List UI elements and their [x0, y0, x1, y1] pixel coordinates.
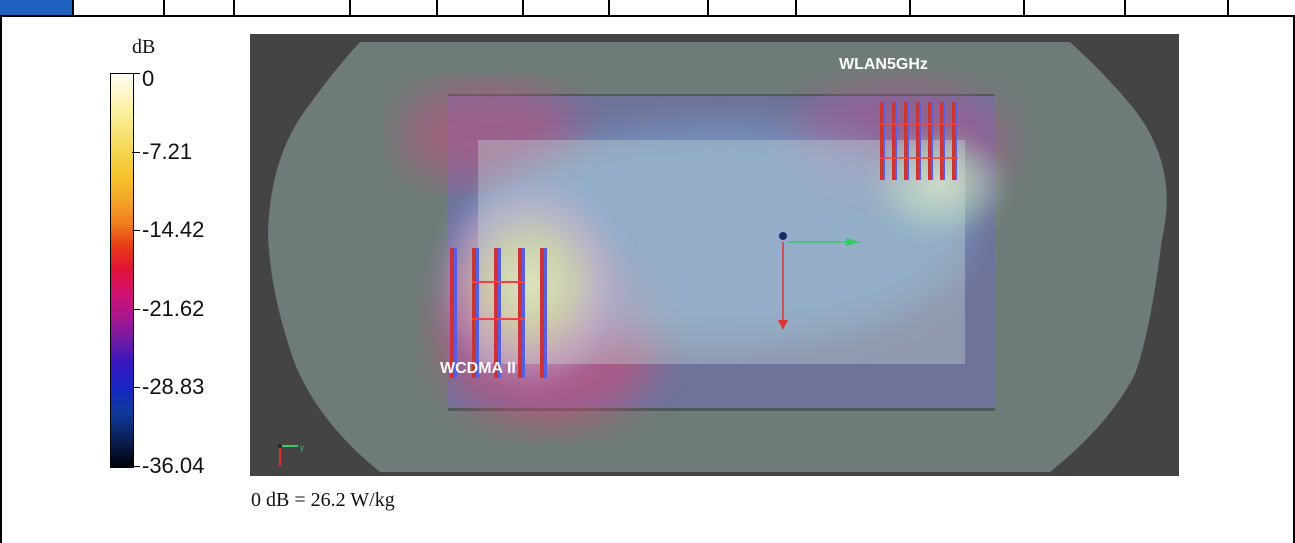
scale-tick-mark [132, 73, 140, 74]
reference-footnote: 0 dB = 26.2 W/kg [251, 489, 395, 511]
sar-distribution-plot: y WLAN5GHz WCDMA II [250, 34, 1179, 476]
scale-unit-label: dB [132, 36, 156, 58]
scale-tick-label: -14.42 [142, 217, 205, 243]
table-cell-divider [349, 0, 351, 15]
table-cell-divider [163, 0, 165, 15]
table-cell-divider [1023, 0, 1025, 15]
table-right-border [1293, 15, 1295, 543]
table-cell-divider [522, 0, 524, 15]
scale-tick-mark [132, 387, 140, 389]
table-cell-divider [909, 0, 911, 15]
table-cell-divider [795, 0, 797, 15]
svg-text:y: y [300, 443, 304, 452]
wcdma-antenna-elements [450, 248, 547, 378]
scale-tick-label: -7.21 [142, 138, 193, 164]
table-cell-divider [233, 0, 235, 15]
table-cell-divider [707, 0, 709, 15]
wcdma-antenna-label: WCDMA II [440, 360, 516, 377]
table-cell-divider [72, 0, 74, 15]
table-cell-divider [436, 0, 438, 15]
sar-field [400, 84, 1010, 424]
inner-board [478, 140, 965, 364]
scale-tick-label: -21.62 [142, 295, 205, 321]
table-cell-divider [608, 0, 610, 15]
table-header-accent [0, 0, 72, 15]
scale-tick-mark [132, 466, 140, 467]
scale-tick-label: -36.04 [142, 453, 205, 478]
scale-tick-mark [132, 151, 140, 153]
coordinate-axes [778, 232, 860, 330]
scale-tick-mark [132, 230, 140, 232]
scale-tick-label: 0 [142, 66, 155, 91]
orientation-axes-icon: y [278, 443, 304, 466]
table-left-border [0, 15, 2, 543]
scale-tick-mark [132, 308, 140, 310]
table-top-border [0, 15, 1295, 17]
color-scale-bar [110, 73, 134, 468]
table-cell-divider [1124, 0, 1126, 15]
wlan-antenna-label: WLAN5GHz [839, 56, 928, 73]
table-cell-divider [1227, 0, 1229, 15]
wlan-antenna-elements [880, 102, 958, 180]
scale-tick-label: -28.83 [142, 374, 205, 400]
sar-plot-graphic: y [268, 42, 1167, 472]
